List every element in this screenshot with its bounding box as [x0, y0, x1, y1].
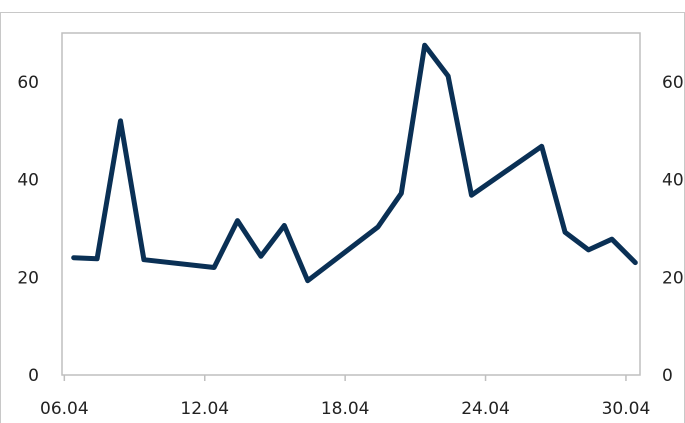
series-group [71, 42, 638, 284]
plot-area-border [61, 32, 641, 376]
x-tick-label: 06.04 [40, 399, 89, 419]
y-tick-label-left: 60 [17, 73, 39, 93]
y-axis-left-ticks: 0 20 40 60 [17, 73, 39, 386]
x-tick-label: 18.04 [321, 399, 370, 419]
y-tick-label-right: 20 [662, 268, 684, 288]
x-tick-label: 24.04 [461, 399, 510, 419]
y-tick-label-right: 40 [662, 171, 684, 191]
y-tick-label-left: 20 [17, 268, 39, 288]
series-line [71, 42, 638, 284]
y-tick-label-left: 0 [28, 366, 39, 386]
y-tick-label-right: 60 [662, 73, 684, 93]
y-tick-label-right: 0 [662, 366, 673, 386]
y-axis-right-ticks: 0 20 40 60 [662, 73, 684, 386]
x-tick-label: 12.04 [180, 399, 229, 419]
x-axis-ticks: 06.04 12.04 18.04 24.04 30.04 [40, 375, 650, 419]
y-tick-label-left: 40 [17, 171, 39, 191]
x-tick-label: 30.04 [602, 399, 651, 419]
